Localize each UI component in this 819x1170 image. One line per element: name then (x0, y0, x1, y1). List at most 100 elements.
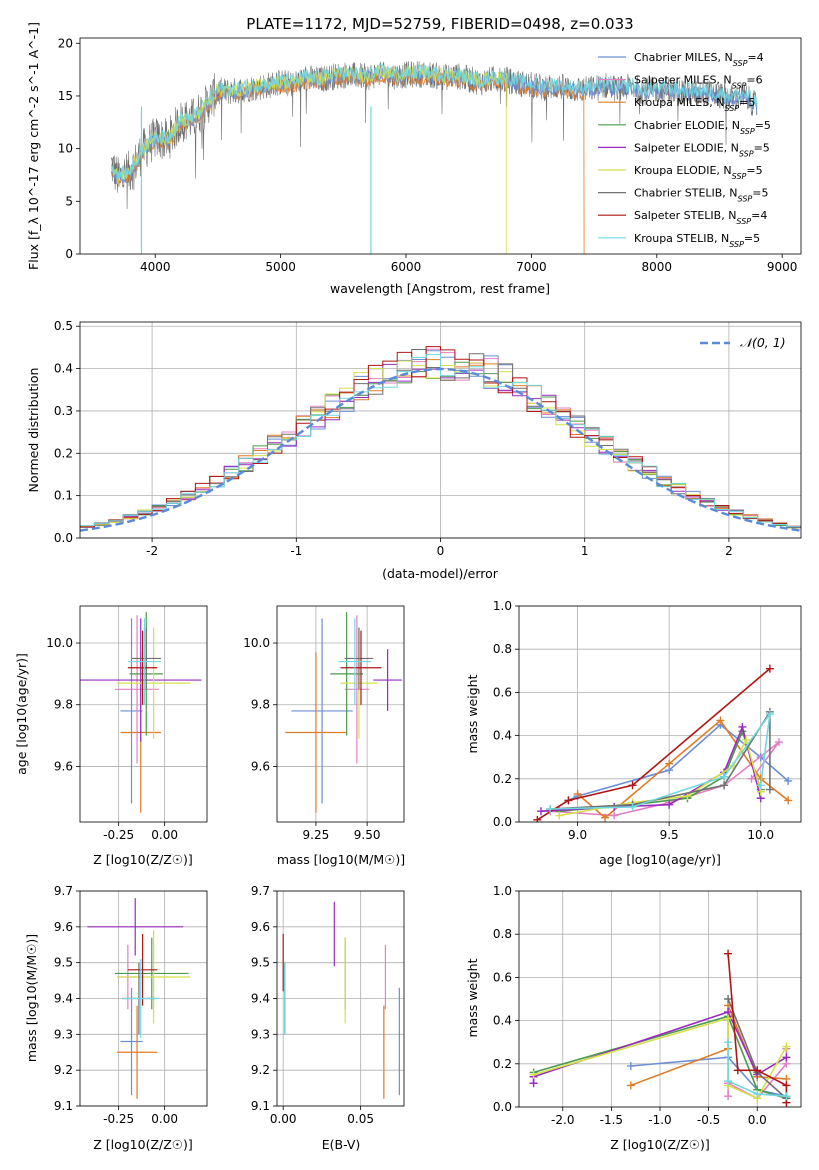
legend-text: Salpeter MILES, N (634, 74, 732, 87)
y-tick-label: 0.0 (493, 815, 512, 829)
mass-weight-marker (724, 1092, 733, 1101)
x-tick-label: -1 (290, 544, 302, 558)
x-tick-label: -1.5 (600, 1113, 623, 1127)
age-vs-mass-panel: 9.25 9.50 9.6 9.8 10.0 mass [log10(M/M☉)] (243, 605, 405, 867)
y-tick-label: 9.2 (251, 1063, 270, 1077)
mass-weight-marker (733, 1066, 742, 1075)
x-tick-label: 10.0 (747, 828, 774, 842)
y-tick-label: 9.3 (54, 1027, 73, 1041)
x-tick-label: 0.00 (151, 828, 178, 842)
y-tick-label: 1.0 (493, 884, 512, 898)
mw-vs-z-marks (529, 949, 791, 1107)
spectrum-ylabel: Flux [f_λ 10^-17 erg cm^-2 s^-1 A^-1] (26, 22, 41, 270)
legend-text: Kroupa MILES, N (634, 96, 724, 109)
y-tick-label: 0.4 (54, 362, 73, 376)
mass-weight-line (577, 719, 789, 819)
legend-entry: Salpeter STELIB, NSSP=4 (634, 209, 767, 226)
mass-weight-marker (784, 776, 793, 785)
y-tick-label: 9.6 (54, 920, 73, 934)
y-tick-label: 9.6 (251, 920, 270, 934)
spectrum-panel: 4000 5000 6000 7000 8000 9000 0 5 10 15 20 waveleng… (26, 22, 802, 296)
mw-z-ylabel: mass weight (465, 958, 480, 1037)
mass-weight-line (550, 741, 780, 817)
legend-text: Salpeter ELODIE, N (634, 141, 739, 154)
x-tick-label: 9.5 (660, 828, 679, 842)
mass-weight-marker (546, 805, 555, 814)
spectrum-frame (79, 37, 802, 255)
mass-weight-marker (610, 811, 619, 820)
age-vs-z-frame (79, 605, 208, 823)
mass-weight-marker (782, 1081, 791, 1090)
y-tick-label: 0.8 (493, 642, 512, 656)
y-tick-label: 5 (65, 194, 73, 208)
mass-vs-ebv-frame (276, 890, 405, 1107)
age-vs-z-marks (80, 612, 202, 813)
legend-post: =5 (744, 232, 760, 245)
y-tick-label: 9.6 (251, 759, 270, 773)
y-tick-label: 9.6 (54, 759, 73, 773)
mass-vs-z-panel: -0.25 0.00 9.1 9.2 9.3 9.4 9.5 9.6 9.7 Z [log10(Z… (24, 884, 208, 1152)
x-tick-label: 7000 (516, 260, 547, 274)
x-tick-label: 8000 (642, 260, 673, 274)
legend-post: =5 (752, 187, 768, 200)
mass-vs-z-marks (87, 898, 191, 1099)
histogram-7 (80, 346, 801, 528)
age-vs-mass-frame (276, 605, 405, 823)
mass-weight-marker (724, 995, 733, 1003)
mass-weight-marker (765, 785, 774, 794)
y-tick-label: 9.5 (251, 956, 270, 970)
charts: 4000 5000 6000 7000 8000 900005101520waveleng… (14, 22, 802, 1152)
x-tick-label: 0.05 (347, 1112, 374, 1126)
y-tick-label: 10.0 (243, 636, 270, 650)
mass-weight-marker (738, 722, 747, 731)
mass-weight-marker (765, 664, 774, 673)
y-tick-label: 0.0 (493, 1100, 512, 1114)
y-tick-label: 0.2 (54, 446, 73, 460)
legend-post: =5 (746, 164, 762, 177)
mass-weight-line (536, 667, 771, 821)
y-tick-label: 0.8 (493, 927, 512, 941)
mass-weight-marker (533, 815, 542, 822)
model-spectrum-0 (110, 69, 585, 254)
spectrum-marks (110, 60, 758, 254)
x-tick-label: 6000 (391, 260, 422, 274)
mass-weight-marker (555, 811, 564, 820)
mass-vs-ebv-panel: 0.00 0.05 9.1 9.2 9.3 9.4 9.5 9.6 9.7 E(B-V) (251, 884, 405, 1152)
y-tick-label: 9.8 (54, 698, 73, 712)
legend-entry: Kroupa STELIB, NSSP=5 (634, 232, 760, 249)
mass-weight-marker (782, 1092, 791, 1101)
legend-post: =5 (755, 119, 771, 132)
spectrum-xlabel: wavelength [Angstrom, rest frame] (330, 281, 550, 296)
mass-weight-marker (747, 774, 756, 783)
legend-post: =4 (751, 209, 767, 222)
y-tick-label: 9.7 (251, 884, 270, 898)
mass-weight-marker (626, 1081, 635, 1090)
y-tick-label: 9.7 (54, 884, 73, 898)
y-tick-label: 9.8 (251, 698, 270, 712)
y-tick-label: 9.5 (54, 956, 73, 970)
legend-sub: SSP (736, 217, 751, 226)
y-tick-label: 0.6 (493, 685, 512, 699)
mass-z-ylabel: mass [log10(M/M☉)] (24, 934, 39, 1062)
age-z-xlabel: Z [log10(Z/Z☉)] (93, 852, 193, 867)
mw-vs-z-panel: -2.0 -1.5 -1.0 -0.5 0.0 0.0 0.2 0.4 0.6 0.8 1.0 Z [… (465, 884, 802, 1152)
legend-entry: Chabrier MILES, NSSP=4 (634, 51, 764, 68)
legend-entry: Chabrier STELIB, NSSP=5 (634, 187, 768, 204)
x-tick-label: 9000 (767, 260, 798, 274)
legend-entry: Salpeter ELODIE, NSSP=5 (634, 141, 770, 158)
mass-weight-marker (724, 949, 733, 958)
mass-weight-marker (753, 1090, 762, 1099)
mass-weight-marker (756, 781, 765, 790)
y-tick-label: 9.4 (251, 992, 270, 1006)
x-tick-label: 9.50 (354, 828, 381, 842)
y-tick-label: 20 (58, 36, 73, 50)
legend-sub: SSP (740, 126, 755, 135)
legend-entry: Salpeter MILES, NSSP=6 (634, 74, 763, 91)
residuals-panel: -2 -1 0 1 2 0.0 0.1 0.2 0.3 0.4 0.5 (data-model)/er… (26, 319, 802, 581)
y-tick-label: 0.6 (493, 970, 512, 984)
legend-post: =6 (746, 74, 762, 87)
mass-weight-marker (753, 1066, 762, 1075)
mass-weight-marker (626, 1061, 635, 1070)
y-tick-label: 9.1 (54, 1099, 73, 1113)
